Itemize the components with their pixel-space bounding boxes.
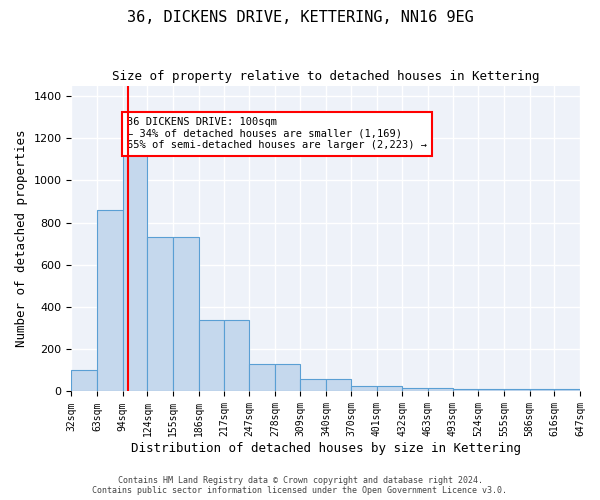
Bar (351, 386, 377, 392)
Bar (554, 389, 580, 392)
Bar (530, 389, 554, 392)
Bar (452, 389, 478, 392)
Bar (249, 364, 275, 392)
X-axis label: Distribution of detached houses by size in Kettering: Distribution of detached houses by size … (131, 442, 521, 455)
Bar (428, 388, 452, 392)
Text: Contains HM Land Registry data © Crown copyright and database right 2024.
Contai: Contains HM Land Registry data © Crown c… (92, 476, 508, 495)
Bar (97, 210, 122, 392)
Y-axis label: Number of detached properties: Number of detached properties (15, 130, 28, 348)
Text: 36 DICKENS DRIVE: 100sqm
← 34% of detached houses are smaller (1,169)
65% of sem: 36 DICKENS DRIVE: 100sqm ← 34% of detach… (127, 117, 427, 150)
Bar (275, 364, 301, 392)
Bar (402, 388, 428, 392)
Bar (224, 320, 249, 392)
Bar (148, 238, 173, 392)
Bar (504, 389, 530, 392)
Bar (199, 320, 224, 392)
Bar (478, 389, 504, 392)
Text: 36, DICKENS DRIVE, KETTERING, NN16 9EG: 36, DICKENS DRIVE, KETTERING, NN16 9EG (127, 10, 473, 25)
Title: Size of property relative to detached houses in Kettering: Size of property relative to detached ho… (112, 70, 539, 83)
Bar (301, 379, 326, 392)
Bar (173, 238, 199, 392)
Bar (377, 386, 402, 392)
Bar (122, 145, 148, 392)
Bar (71, 370, 97, 392)
Bar (326, 379, 351, 392)
